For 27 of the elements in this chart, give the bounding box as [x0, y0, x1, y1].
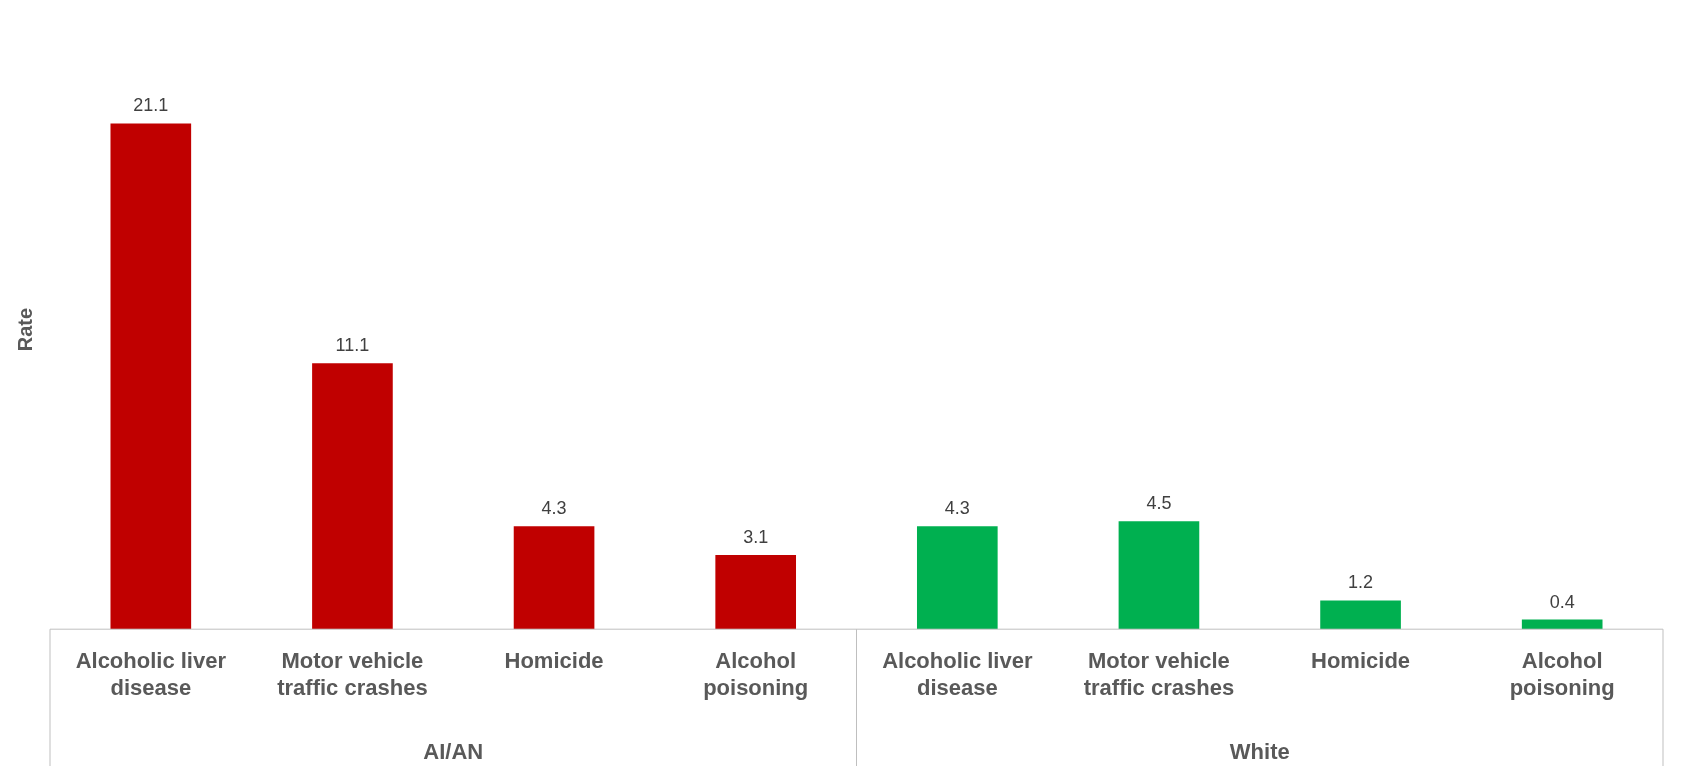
- data-label: 0.4: [1549, 591, 1575, 612]
- x-tick-label: Alcoholic liver disease: [882, 648, 1033, 700]
- bar: [1118, 521, 1200, 630]
- bar: [715, 554, 797, 630]
- y-axis-title: Rate: [13, 307, 36, 352]
- bar: [513, 526, 595, 630]
- data-label: 4.3: [944, 498, 970, 519]
- bar: [312, 363, 393, 630]
- data-label: 3.1: [743, 526, 769, 547]
- data-label: 21.1: [133, 95, 169, 116]
- data-label: 1.2: [1348, 572, 1374, 593]
- bar: [1521, 619, 1603, 630]
- x-tick-label: Alcohol poisoning: [1509, 648, 1615, 700]
- x-tick-label: Alcoholic liver disease: [75, 648, 227, 700]
- x-tick-label: Motor vehicle traffic crashes: [277, 648, 428, 700]
- bar: [110, 123, 192, 630]
- bar: [1320, 600, 1401, 630]
- bar: [916, 526, 998, 630]
- x-tick-label: Homicide: [1311, 648, 1411, 674]
- data-label: 4.5: [1146, 493, 1172, 514]
- x-tick-label: Homicide: [504, 648, 604, 674]
- x-tick-label: Alcohol poisoning: [703, 648, 809, 700]
- x-tick-label: Motor vehicle traffic crashes: [1083, 648, 1235, 700]
- text: White: [1229, 739, 1290, 765]
- data-label: 11.1: [335, 335, 370, 356]
- data-label: 4.3: [541, 498, 567, 519]
- text: AI/AN: [423, 739, 484, 765]
